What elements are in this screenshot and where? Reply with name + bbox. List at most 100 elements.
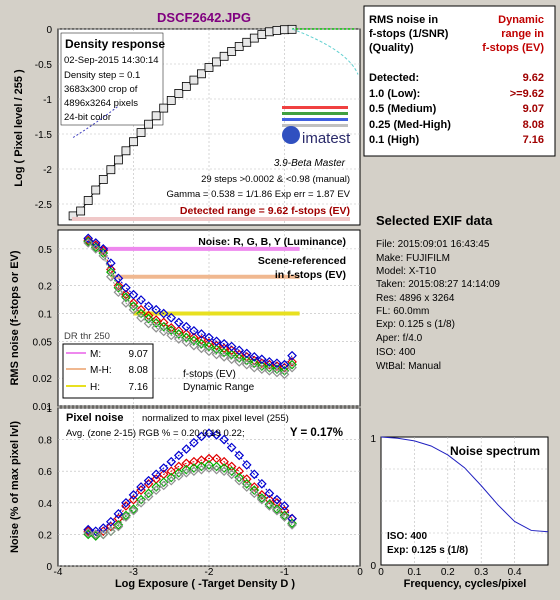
rms-point [143,313,154,324]
pixel-point [158,463,169,473]
pixel-ytick-label: 0.8 [38,436,52,447]
rms-point [234,357,245,367]
pixel-point [173,450,184,461]
dr-row-label: 0.1 (High) [369,134,419,146]
rms-point [173,317,184,328]
rms-point [113,280,124,291]
density-info-line: 4896x3264 pixels [64,98,138,109]
shared-xticks: -4 -3 -2 -1 0 [54,567,364,578]
rms-point [257,354,267,365]
exif-line: Make: FUJIFILM [376,253,450,264]
rms-point [211,344,222,355]
dr-header-right: f-stops (EV) [482,42,544,54]
rms-ytick-label: 0.02 [33,374,53,385]
rms-point [106,271,116,282]
spectrum-plot-area [380,436,549,566]
density-point [129,137,138,147]
exif-line: File: 2015:09:01 16:43:45 [376,239,490,250]
pixel-point [257,490,267,500]
rms-point [219,351,229,362]
rms-point [98,251,109,261]
pixel-point [136,497,146,508]
pixel-point [249,469,260,480]
legend-key-mh: M-H: [90,365,112,376]
pixel-point [173,471,184,481]
density-ytick-label: -1 [43,95,52,106]
pixel-point [90,526,101,537]
rms-point [204,332,214,343]
rms-point [241,348,252,359]
pixel-point [83,529,94,540]
legend-value-m: 9.07 [129,349,149,360]
pixel-point [166,456,177,467]
rms-point [211,336,222,347]
rms-point [173,329,184,339]
pixel-point [264,488,275,499]
pixel-point [257,494,267,505]
rms-point [173,334,184,344]
pixel-point [166,472,177,483]
rms-point [158,321,169,332]
rms-scene-line2: in f-stops (EV) [275,269,346,281]
rms-point [166,325,177,336]
rms-point [287,357,297,367]
pixel-point [196,464,207,475]
rms-point [226,349,237,360]
dr-table: RMS noise in f-stops (1/SNR) (Quality) D… [363,5,556,157]
rms-point [287,350,297,361]
pixel-point [249,482,260,492]
pixel-avg: Avg. (zone 2-15) RGB % = 0.20 0.19 0.22; [66,428,245,439]
density-info-box: Density response 02-Sep-2015 14:30:14 De… [60,32,165,126]
exif-line: Res: 4896 x 3264 [376,293,455,304]
exif-line: Exp: 0.125 s (1/8) [376,319,455,330]
density-ytick-label: 0 [46,25,52,36]
pixel-point [83,526,94,537]
rms-point [181,332,192,343]
rms-point [226,345,237,356]
density-steps-text: 29 steps >0.0002 & <0.98 (manual) [201,174,350,185]
pixel-series [83,428,297,541]
rms-point [128,289,139,300]
pixel-point [106,526,116,537]
x-tick-label: -4 [54,567,63,578]
dr-row-label: 0.5 (Medium) [369,103,437,115]
exif-title: Selected EXIF data [376,213,493,228]
rms-point [249,351,260,362]
rms-point [211,340,222,351]
pixel-point [249,485,260,496]
rms-title: Noise: R, G, B, Y (Luminance) [198,236,346,248]
pixel-point [211,464,222,475]
rms-yticks: 0.5 0.2 0.1 0.05 0.02 0.01 [33,245,53,413]
spectrum-xtick-label: 0.3 [474,567,488,578]
pixel-point [204,460,214,470]
legend-key-m: M: [90,349,101,360]
rms-point [189,325,199,336]
pixel-point [257,493,267,503]
legend-value-h: 7.16 [129,382,149,393]
pixel-point [226,469,237,480]
rms-point [151,322,161,333]
pixel-yticks: 0 0.2 0.4 0.6 0.8 1 [38,404,52,573]
pixel-y-value: Y = 0.17% [290,427,343,439]
rms-point [241,359,252,370]
density-point [136,128,146,138]
density-point [204,63,214,72]
pixel-point [211,461,222,472]
pixel-point [106,521,116,532]
rms-point [128,298,139,308]
density-point [181,82,191,91]
density-slope-line [72,105,119,138]
pixel-point [196,431,207,442]
rms-point [272,367,282,378]
pixel-ytick-label: 0.2 [38,530,52,541]
pixel-point [272,504,282,514]
exif-block: Selected EXIF data File: 2015:09:01 16:4… [376,213,500,372]
rms-point [181,337,192,348]
pixel-point [151,485,161,496]
rms-ytick-label: 0.01 [33,402,53,413]
dr-header-left: RMS noise in [369,14,438,26]
density-point [91,185,101,195]
pixel-point [113,521,124,532]
rms-point [226,341,237,352]
pixel-point [287,513,297,524]
